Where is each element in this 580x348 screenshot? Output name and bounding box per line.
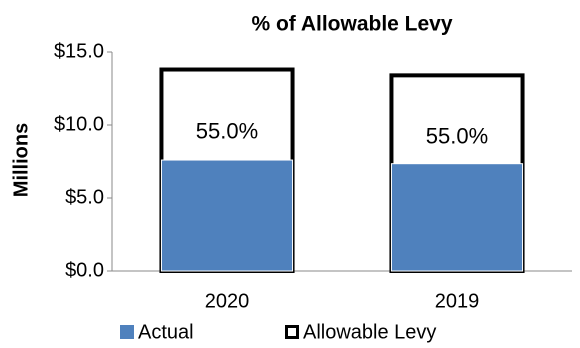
y-tick-label: $15.0 [54, 40, 104, 62]
legend-swatch [120, 325, 134, 339]
y-axis-label: Millions [10, 123, 32, 197]
bar [160, 159, 294, 272]
chart-title: % of Allowable Levy [251, 13, 452, 36]
legend-swatch [285, 325, 299, 339]
y-tick-label: $10.0 [54, 113, 104, 135]
x-tick-label: 2019 [435, 290, 480, 312]
bar-annotation: 55.0% [196, 119, 258, 144]
legend-label: Allowable Levy [303, 321, 436, 343]
y-tick-label: $0.0 [65, 259, 104, 281]
y-tick-label: $5.0 [65, 186, 104, 208]
bar-annotation: 55.0% [426, 123, 488, 148]
legend-label: Actual [138, 321, 194, 343]
x-tick-label: 2020 [205, 290, 250, 312]
bar [390, 163, 524, 272]
